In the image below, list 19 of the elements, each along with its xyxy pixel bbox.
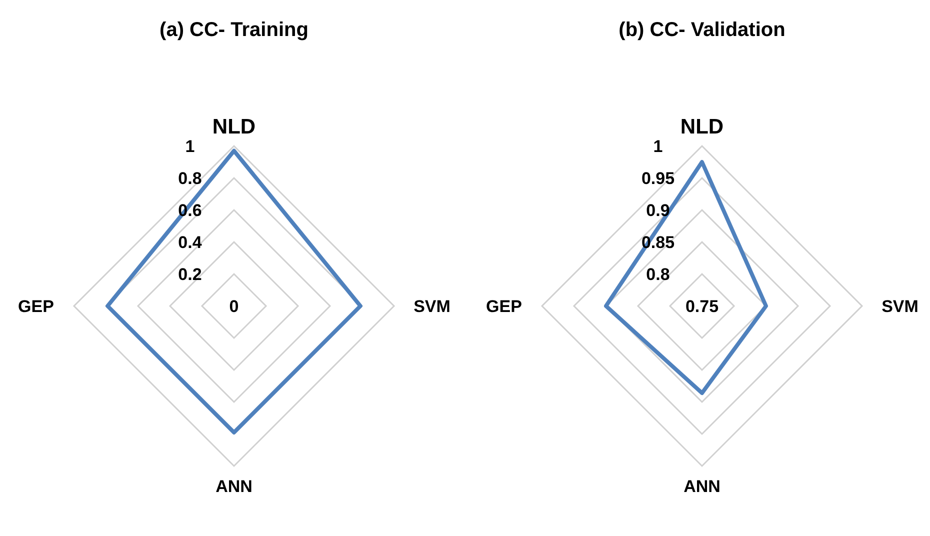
y-tick-label: 0.8 xyxy=(646,264,670,284)
spoke-label: ANN xyxy=(684,476,720,496)
y-tick-label: 0.8 xyxy=(178,168,202,188)
spoke-label: NLD xyxy=(680,115,724,138)
spoke-label: GEP xyxy=(18,296,54,316)
y-tick-label: 0 xyxy=(229,296,239,316)
chart-title: (a) CC- Training xyxy=(160,19,308,41)
spoke-label: ANN xyxy=(216,476,252,496)
spoke-label: GEP xyxy=(486,296,522,316)
y-tick-label: 0.95 xyxy=(641,168,675,188)
y-tick-label: 1 xyxy=(653,136,663,156)
y-tick-label: 0.4 xyxy=(178,232,202,252)
y-tick-label: 1 xyxy=(185,136,195,156)
y-tick-label: 0.75 xyxy=(685,296,719,316)
spoke-label: SVM xyxy=(414,296,450,316)
spoke-label: SVM xyxy=(882,296,918,316)
chart-title: (b) CC- Validation xyxy=(618,19,786,41)
spoke-label: NLD xyxy=(212,115,256,138)
y-tick-label: 0.2 xyxy=(178,264,202,284)
